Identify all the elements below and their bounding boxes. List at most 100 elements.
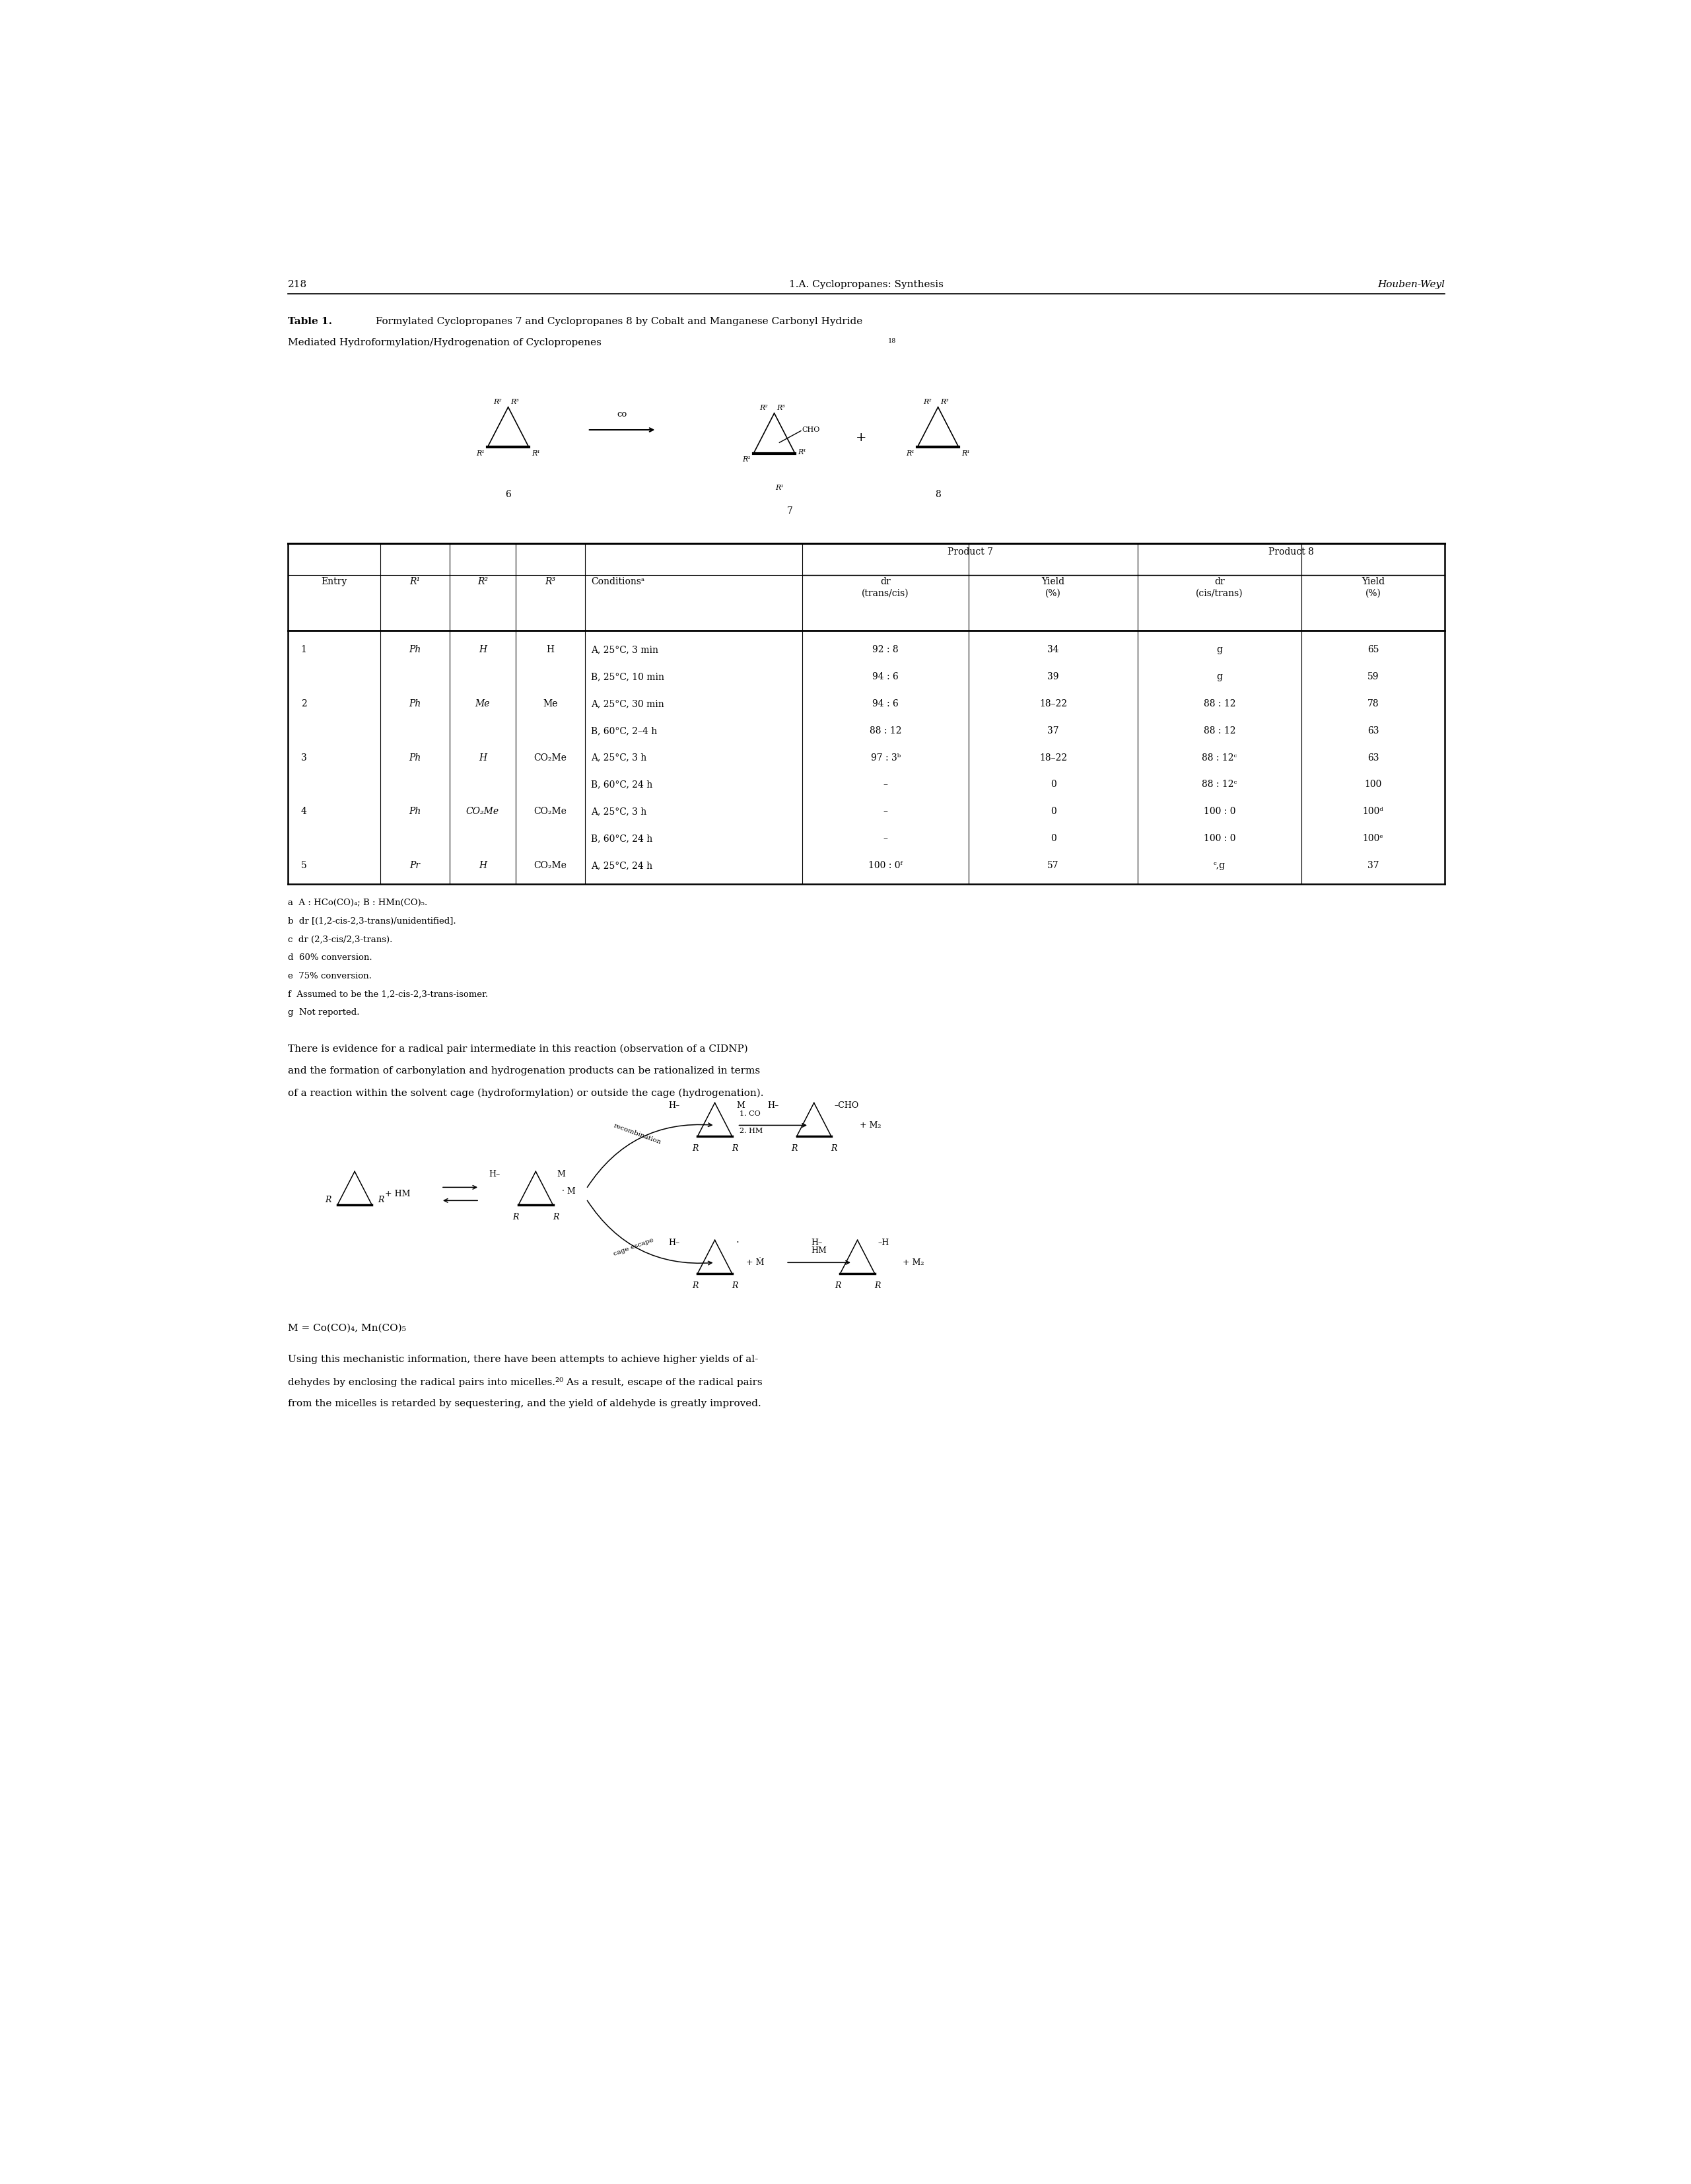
Text: H: H: [479, 753, 487, 762]
Text: dr
(trans/cis): dr (trans/cis): [862, 577, 910, 598]
Text: –: –: [883, 806, 888, 817]
Text: M: M: [556, 1171, 565, 1179]
Text: Me: Me: [475, 699, 490, 708]
Text: H: H: [479, 860, 487, 869]
Text: 100: 100: [1365, 780, 1382, 788]
Text: H–: H–: [668, 1238, 680, 1247]
Text: Ph: Ph: [409, 699, 421, 708]
Text: There is evidence for a radical pair intermediate in this reaction (observation : There is evidence for a radical pair int…: [287, 1044, 747, 1055]
Text: 18: 18: [888, 339, 896, 345]
Text: R²: R²: [477, 577, 489, 587]
Text: Houben-Weyl: Houben-Weyl: [1376, 280, 1444, 288]
Text: R¹: R¹: [409, 577, 419, 587]
Text: R³: R³: [511, 397, 519, 404]
Text: 8: 8: [935, 489, 940, 500]
Text: Product 7: Product 7: [947, 548, 993, 557]
Text: 0: 0: [1050, 806, 1057, 817]
Text: Pr: Pr: [409, 860, 419, 869]
Text: cage escape: cage escape: [612, 1236, 654, 1258]
Text: 63: 63: [1368, 725, 1378, 736]
Text: 57: 57: [1047, 860, 1059, 869]
Text: 1.A. Cyclopropanes: Synthesis: 1.A. Cyclopropanes: Synthesis: [790, 280, 944, 288]
Text: Formylated Cyclopropanes 7 and Cyclopropanes 8 by Cobalt and Manganese Carbonyl : Formylated Cyclopropanes 7 and Cycloprop…: [372, 317, 862, 325]
Text: Ph: Ph: [409, 753, 421, 762]
Text: Ph: Ph: [409, 644, 421, 655]
Text: 39: 39: [1047, 673, 1059, 681]
Text: H–: H–: [812, 1238, 822, 1247]
Text: b  dr [(1,2-cis-2,3-trans)/unidentified].: b dr [(1,2-cis-2,3-trans)/unidentified].: [287, 917, 457, 926]
Text: + M₂: + M₂: [859, 1120, 881, 1129]
Text: +: +: [856, 432, 867, 443]
Text: 100ᵈ: 100ᵈ: [1363, 806, 1383, 817]
Text: 100 : 0: 100 : 0: [1204, 806, 1236, 817]
Text: and the formation of carbonylation and hydrogenation products can be rationalize: and the formation of carbonylation and h…: [287, 1066, 761, 1075]
Text: 88 : 12: 88 : 12: [869, 725, 901, 736]
Text: R¹: R¹: [906, 450, 915, 456]
Text: –: –: [883, 834, 888, 843]
Text: R¹: R¹: [531, 450, 539, 456]
Text: CO₂Me: CO₂Me: [534, 860, 566, 869]
Text: Table 1.: Table 1.: [287, 317, 333, 325]
Text: HM: HM: [812, 1247, 827, 1256]
Text: R: R: [379, 1195, 384, 1203]
Text: CO₂Me: CO₂Me: [534, 753, 566, 762]
Text: f  Assumed to be the 1,2-cis-2,3-trans-isomer.: f Assumed to be the 1,2-cis-2,3-trans-is…: [287, 989, 489, 998]
Text: H: H: [546, 644, 555, 655]
Text: A, 25°C, 3 h: A, 25°C, 3 h: [592, 806, 646, 817]
Text: R: R: [874, 1282, 881, 1291]
Text: c  dr (2,3-cis/2,3-trans).: c dr (2,3-cis/2,3-trans).: [287, 935, 392, 943]
Text: –H: –H: [878, 1238, 889, 1247]
Text: R¹: R¹: [742, 456, 751, 463]
Text: 2. HM: 2. HM: [739, 1127, 763, 1133]
Text: Product 8: Product 8: [1268, 548, 1314, 557]
Text: 92 : 8: 92 : 8: [873, 644, 898, 655]
Text: H–: H–: [489, 1171, 501, 1179]
Text: A, 25°C, 24 h: A, 25°C, 24 h: [592, 860, 653, 869]
Text: R³: R³: [776, 404, 785, 411]
Text: R³: R³: [545, 577, 556, 587]
Text: R: R: [692, 1282, 698, 1291]
Text: 65: 65: [1368, 644, 1378, 655]
Text: 3: 3: [301, 753, 306, 762]
Text: R¹: R¹: [477, 450, 485, 456]
Text: from the micelles is retarded by sequestering, and the yield of aldehyde is grea: from the micelles is retarded by sequest…: [287, 1398, 761, 1409]
Text: R¹: R¹: [960, 450, 969, 456]
Text: g: g: [1216, 673, 1223, 681]
Text: 0: 0: [1050, 780, 1057, 788]
Text: B, 60°C, 24 h: B, 60°C, 24 h: [592, 780, 653, 788]
Text: R: R: [732, 1282, 737, 1291]
Text: recombination: recombination: [612, 1123, 661, 1147]
Text: 88 : 12: 88 : 12: [1204, 725, 1236, 736]
Text: 94 : 6: 94 : 6: [873, 673, 898, 681]
Text: Yield
(%): Yield (%): [1361, 577, 1385, 598]
Text: dr
(cis/trans): dr (cis/trans): [1196, 577, 1243, 598]
Text: + HM: + HM: [386, 1190, 411, 1199]
Text: CO₂Me: CO₂Me: [467, 806, 499, 817]
Text: B, 60°C, 24 h: B, 60°C, 24 h: [592, 834, 653, 843]
Text: e  75% conversion.: e 75% conversion.: [287, 972, 372, 981]
Text: CHO: CHO: [802, 426, 820, 432]
Text: 7: 7: [786, 507, 793, 515]
Text: A, 25°C, 3 min: A, 25°C, 3 min: [592, 644, 658, 655]
Text: R: R: [791, 1144, 796, 1153]
Text: Ph: Ph: [409, 806, 421, 817]
Text: 59: 59: [1368, 673, 1378, 681]
Text: 88 : 12ᶜ: 88 : 12ᶜ: [1202, 753, 1238, 762]
Text: of a reaction within the solvent cage (hydroformylation) or outside the cage (hy: of a reaction within the solvent cage (h…: [287, 1088, 764, 1099]
Text: 63: 63: [1368, 753, 1378, 762]
Text: g  Not reported.: g Not reported.: [287, 1009, 360, 1018]
Text: M = Co(CO)₄, Mn(CO)₅: M = Co(CO)₄, Mn(CO)₅: [287, 1324, 406, 1332]
Text: H–: H–: [768, 1101, 780, 1109]
Text: co: co: [617, 411, 627, 419]
Text: 78: 78: [1366, 699, 1378, 708]
Text: R²: R²: [759, 404, 768, 411]
Text: R: R: [732, 1144, 737, 1153]
Text: 37: 37: [1366, 860, 1378, 869]
Text: R: R: [553, 1212, 558, 1221]
Text: CO₂Me: CO₂Me: [534, 806, 566, 817]
Text: 18–22: 18–22: [1040, 753, 1067, 762]
Text: 34: 34: [1047, 644, 1059, 655]
Text: B, 60°C, 2–4 h: B, 60°C, 2–4 h: [592, 725, 658, 736]
Text: 37: 37: [1047, 725, 1059, 736]
Text: 1: 1: [301, 644, 306, 655]
